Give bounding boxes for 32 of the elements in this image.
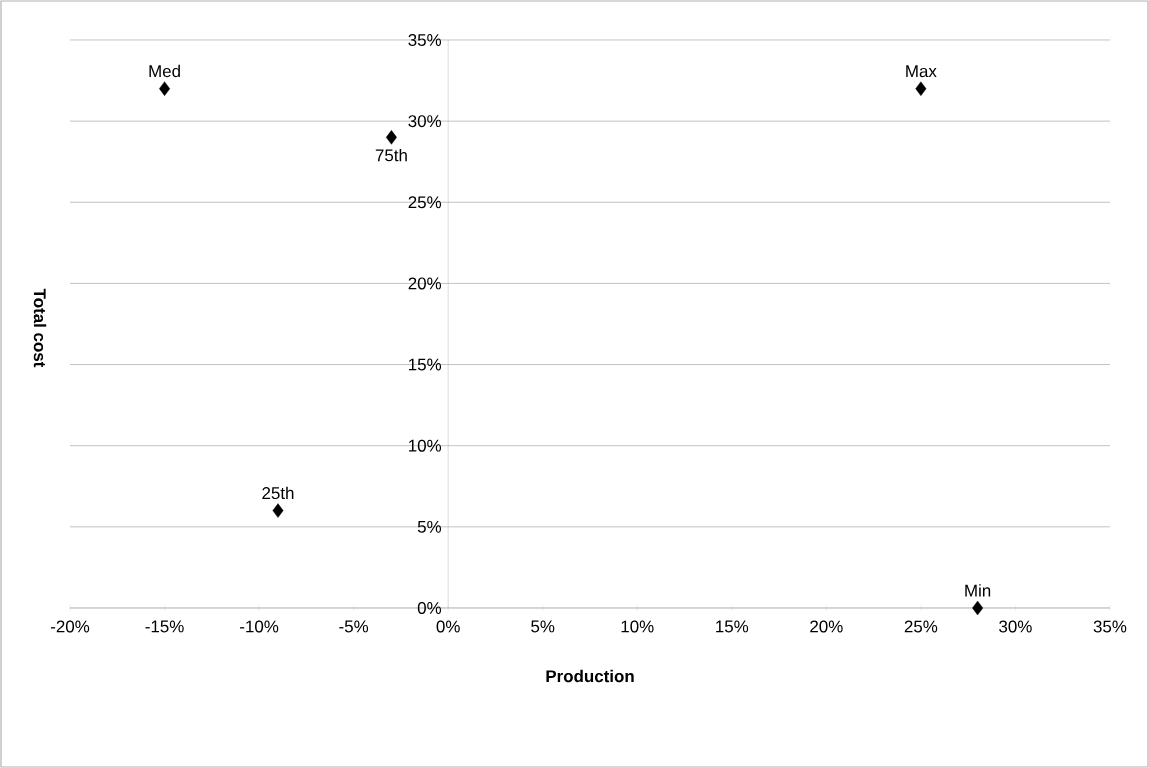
- y-axis-title: Total cost: [33, 288, 47, 368]
- x-tick-label: 25%: [904, 620, 938, 633]
- x-tick-label: -10%: [240, 620, 279, 633]
- x-tick-label: 5%: [531, 620, 555, 633]
- x-tick-label: 35%: [1093, 620, 1127, 633]
- y-tick-label: 0%: [417, 601, 442, 614]
- y-tick-label: 15%: [409, 358, 442, 371]
- annotation: Max: [906, 65, 937, 78]
- y-tick-label: 25%: [408, 196, 442, 209]
- x-tick-label: -15%: [145, 620, 184, 633]
- point: [386, 130, 397, 145]
- x-tick-label: -20%: [50, 620, 90, 633]
- y-tick-label: 30%: [408, 115, 442, 128]
- x-tick-label: 30%: [999, 620, 1032, 633]
- point: [272, 503, 284, 518]
- x-tick-label: 10%: [621, 620, 654, 633]
- annotation: Med: [149, 64, 180, 78]
- point: [972, 600, 984, 616]
- y-tick-label: 35%: [408, 33, 442, 46]
- annotation: 75th: [375, 148, 407, 162]
- annotation: 25th: [262, 486, 294, 500]
- x-axis-title: Production: [546, 669, 634, 683]
- point: [159, 81, 170, 96]
- x-tick-label: -5%: [339, 620, 369, 633]
- y-tick-label: 5%: [417, 520, 442, 533]
- x-tick-label: 15%: [716, 620, 749, 633]
- x-tick-label: 0%: [436, 620, 460, 633]
- point: [915, 81, 927, 96]
- annotation: Min: [965, 584, 991, 597]
- x-tick-label: 20%: [810, 620, 843, 633]
- y-tick-label: 20%: [408, 277, 442, 290]
- y-tick-label: 10%: [409, 439, 442, 452]
